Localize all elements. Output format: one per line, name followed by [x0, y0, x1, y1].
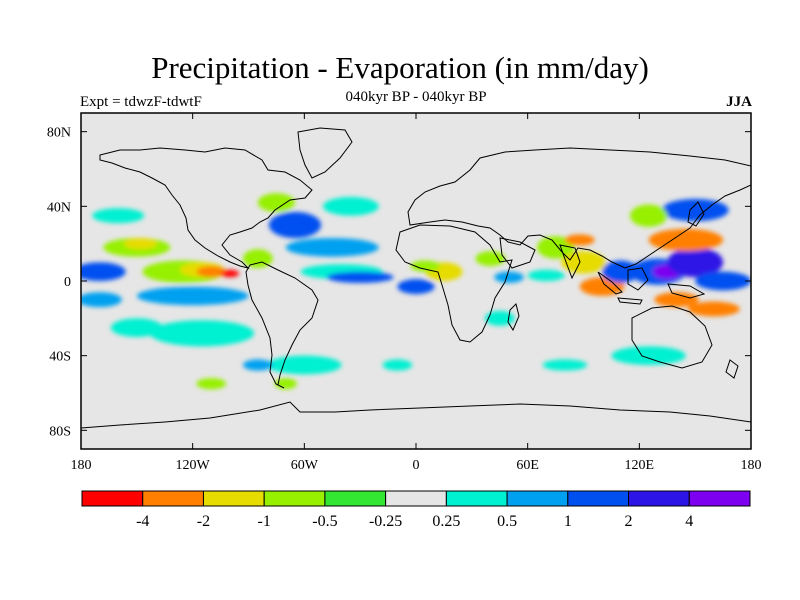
field-region-37 — [661, 198, 729, 222]
field-region-24 — [475, 251, 506, 267]
colorbar-swatch-10 — [688, 490, 751, 507]
field-region-17 — [326, 271, 394, 283]
field-region-9 — [136, 286, 249, 306]
field-region-3 — [123, 238, 158, 250]
lon-tick-label: 60E — [516, 458, 539, 473]
field-region-23 — [410, 260, 441, 272]
coastline-north-america — [99, 147, 313, 269]
field-region-44 — [542, 359, 588, 371]
field-region-19 — [242, 359, 273, 371]
coastline-madagascar — [507, 303, 520, 332]
coastline-africa — [395, 224, 513, 343]
season-label: JJA — [726, 94, 752, 110]
map-title: Precipitation - Evaporation (in mm/day) — [151, 50, 649, 85]
coastline-sumatra — [597, 271, 623, 295]
field-region-27 — [536, 236, 575, 259]
coastline-new-guinea — [667, 283, 706, 299]
colorbar-swatch-9 — [628, 490, 690, 507]
colorbar-swatch-8 — [567, 490, 630, 507]
field-region-35 — [667, 247, 724, 278]
field-region-7 — [196, 266, 227, 278]
field-region-36 — [648, 228, 724, 252]
field-region-8 — [220, 269, 240, 278]
field-region-40 — [687, 301, 740, 317]
coastline-india — [559, 244, 581, 280]
colorbar: -4 -2 -1 -0.5 -0.25 0.25 0.5 1 2 4 — [81, 490, 751, 530]
field-region-4 — [92, 208, 145, 224]
field-region-21 — [397, 279, 435, 295]
lon-tick-label: 120W — [176, 458, 211, 473]
field-region-25 — [494, 271, 524, 283]
field-region-15 — [285, 238, 379, 257]
field-region-43 — [382, 359, 413, 371]
colorbar-label: -2 — [197, 513, 210, 530]
colorbar-label: -0.25 — [369, 513, 402, 530]
colorbar-swatch-1 — [142, 490, 204, 507]
field-region-20 — [322, 197, 379, 216]
coastline-java — [617, 297, 643, 305]
coastline-japan — [687, 201, 705, 227]
colorbar-swatch-4 — [324, 490, 387, 507]
field-region-41 — [611, 346, 686, 365]
colorbar-swatch-3 — [263, 490, 326, 507]
lat-tick-label: 40N — [47, 200, 71, 215]
field-region-39 — [654, 292, 699, 308]
lat-tick-label: 80S — [49, 424, 71, 439]
coastline-antarctica — [81, 401, 751, 429]
colorbar-swatch-6 — [445, 490, 508, 507]
coastline-greenland — [297, 127, 353, 179]
field-region-38 — [630, 204, 668, 227]
field-region-0 — [81, 262, 126, 281]
colorbar-swatch-7 — [506, 490, 569, 507]
colorbar-label: 0.5 — [497, 513, 517, 530]
coastline-borneo — [627, 267, 649, 291]
lon-tick-label: 60W — [291, 458, 319, 473]
colorbar-label: -1 — [258, 513, 271, 530]
colorbar-label: 2 — [625, 513, 633, 530]
colorbar-label: 0.25 — [432, 513, 460, 530]
field-region-42 — [695, 271, 751, 291]
lon-tick-label: 180 — [71, 458, 92, 473]
map-subtitle: 040kyr BP - 040kyr BP — [345, 89, 487, 105]
coastline-layer — [81, 127, 751, 429]
field-region-26 — [484, 310, 515, 326]
field-region-1 — [81, 292, 122, 308]
colorbar-label: -4 — [136, 513, 149, 530]
field-region-11 — [110, 318, 163, 337]
coastline-south-america — [245, 261, 319, 389]
experiment-label: Expt = tdwzF-tdwtF — [80, 94, 202, 110]
lat-tick-label: 40S — [49, 350, 71, 365]
field-region-45 — [196, 378, 227, 390]
colorbar-swatch-5 — [385, 490, 447, 507]
lon-tick-label: 120E — [625, 458, 655, 473]
field-region-18 — [267, 355, 342, 375]
coastline-new-zealand — [725, 359, 739, 379]
colorbar-label: 1 — [564, 513, 572, 530]
field-region-14 — [257, 193, 296, 212]
lon-tick-label: 0 — [413, 458, 420, 473]
axes-layer: 80N 40N 0 40S 80S 180 120W 60W 0 60E 120E 180 — [47, 113, 762, 473]
colorbar-swatch-2 — [202, 490, 265, 507]
field-region-28 — [527, 269, 565, 281]
lat-tick-label: 0 — [64, 275, 71, 290]
colorbar-label: -0.5 — [312, 513, 337, 530]
field-region-30 — [564, 234, 595, 246]
field-region-10 — [149, 320, 255, 347]
coastline-eurasia — [407, 147, 751, 269]
coastline-australia — [631, 305, 713, 369]
colorbar-label: 4 — [685, 513, 693, 530]
field-layer — [81, 193, 751, 390]
colorbar-swatch-0 — [81, 490, 144, 507]
lat-tick-label: 80N — [47, 126, 71, 141]
lon-tick-label: 180 — [741, 458, 762, 473]
field-region-13 — [268, 211, 322, 239]
coastline-arabia — [499, 237, 536, 269]
